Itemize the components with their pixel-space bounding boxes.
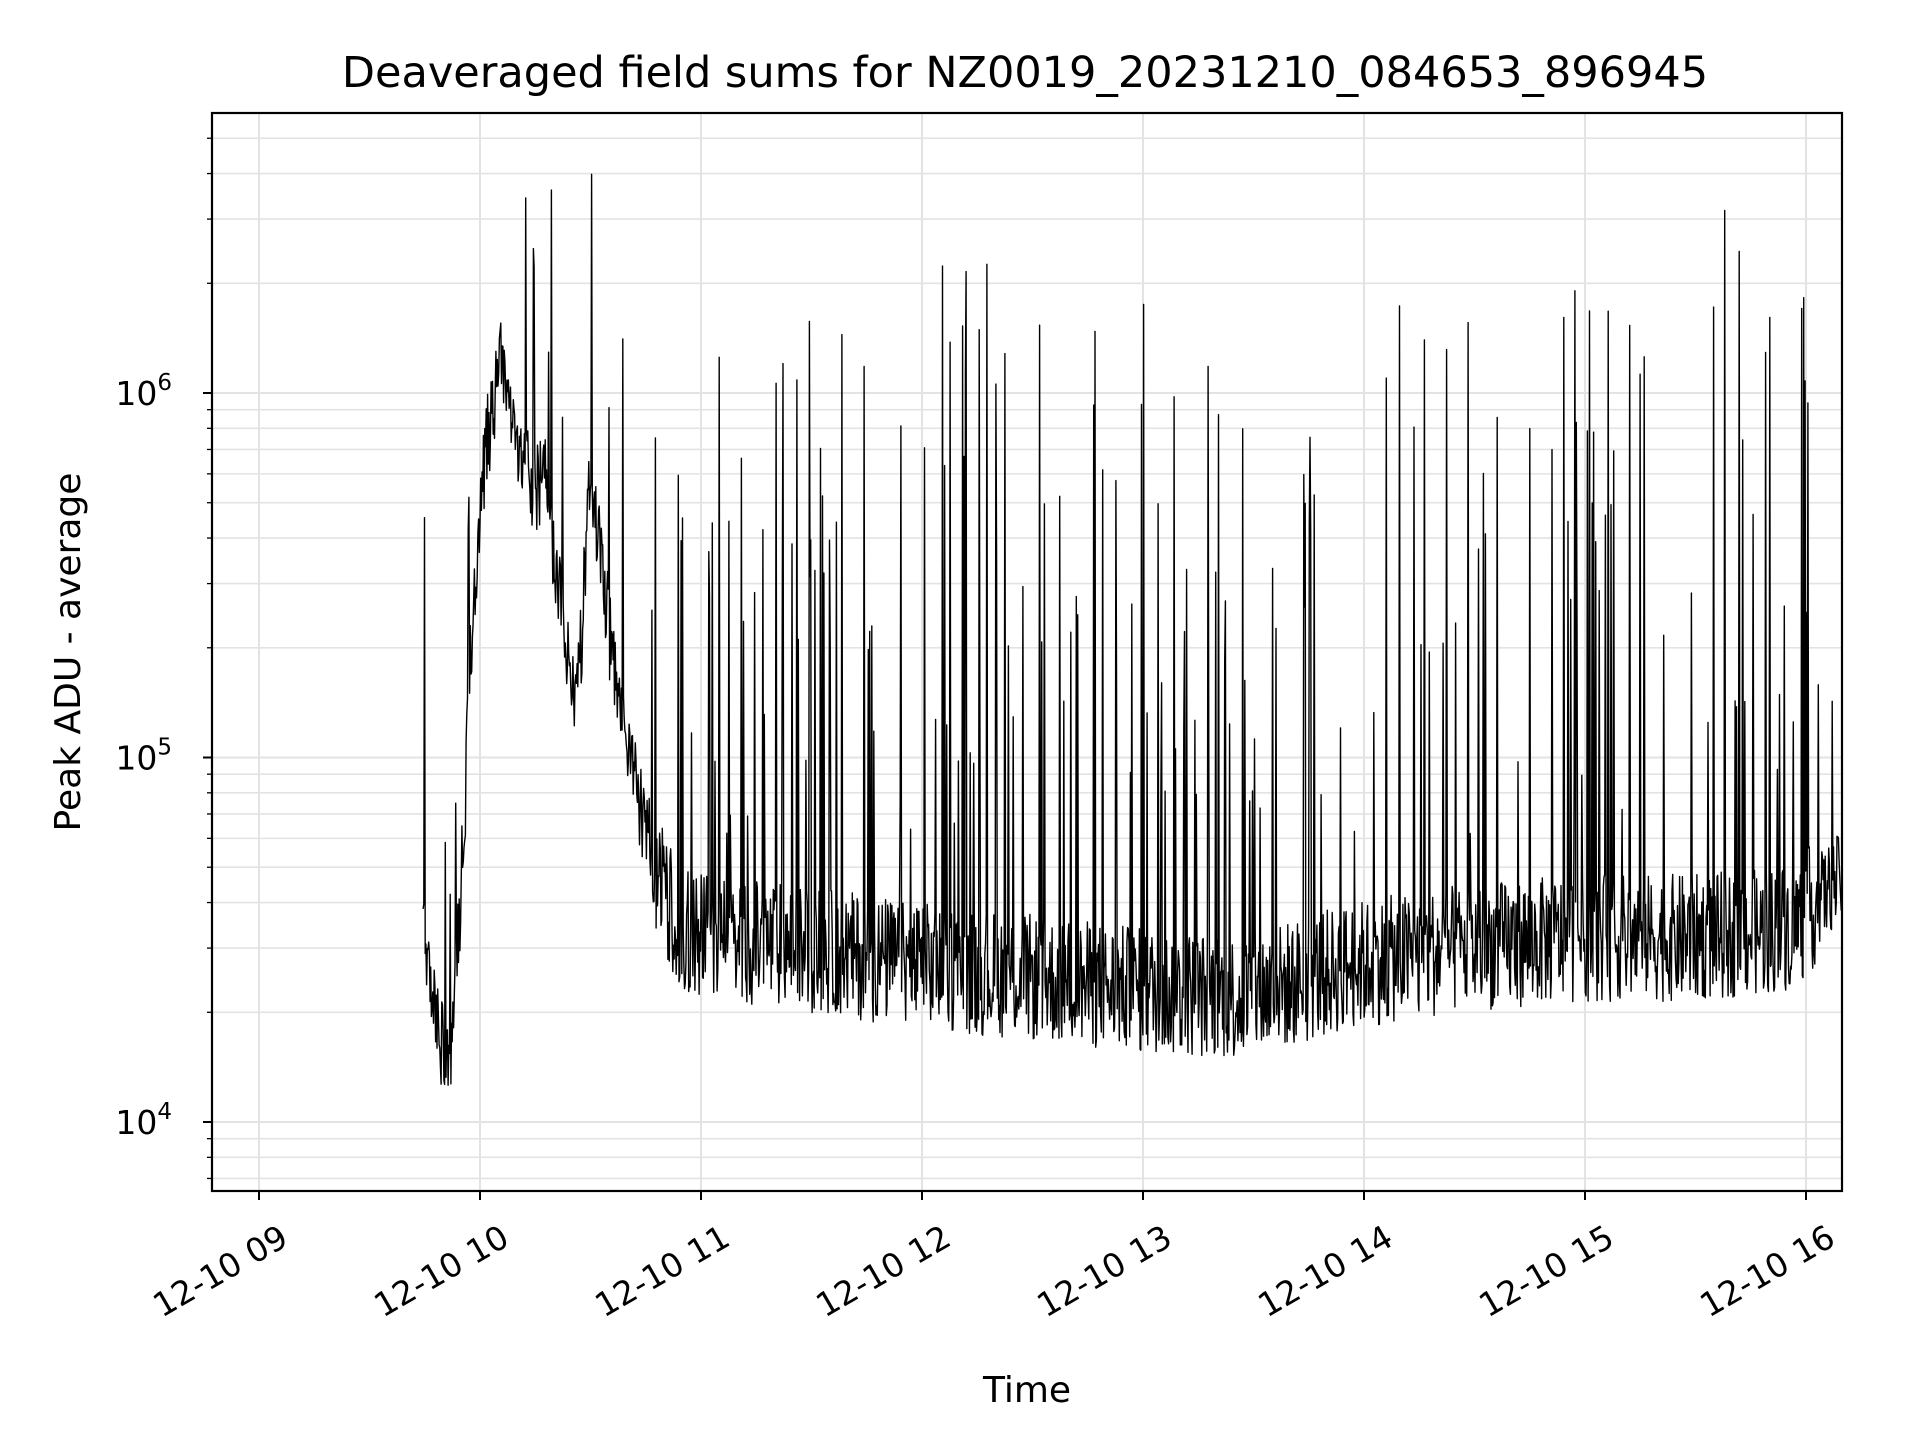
chart-title: Deaveraged field sums for NZ0019_2023121… bbox=[342, 48, 1708, 98]
y-tick-label: 105 bbox=[115, 735, 172, 778]
y-tick-label: 104 bbox=[115, 1099, 172, 1142]
plot-frame bbox=[210, 111, 1844, 1193]
y-axis: 104 105 106 bbox=[115, 370, 212, 1142]
y-tick-label: 106 bbox=[115, 370, 172, 413]
plot-area bbox=[422, 173, 1842, 1086]
series-line bbox=[422, 173, 1842, 1086]
y-axis-label: Peak ADU - average bbox=[48, 473, 89, 832]
x-axis-label: Time bbox=[982, 1370, 1071, 1411]
